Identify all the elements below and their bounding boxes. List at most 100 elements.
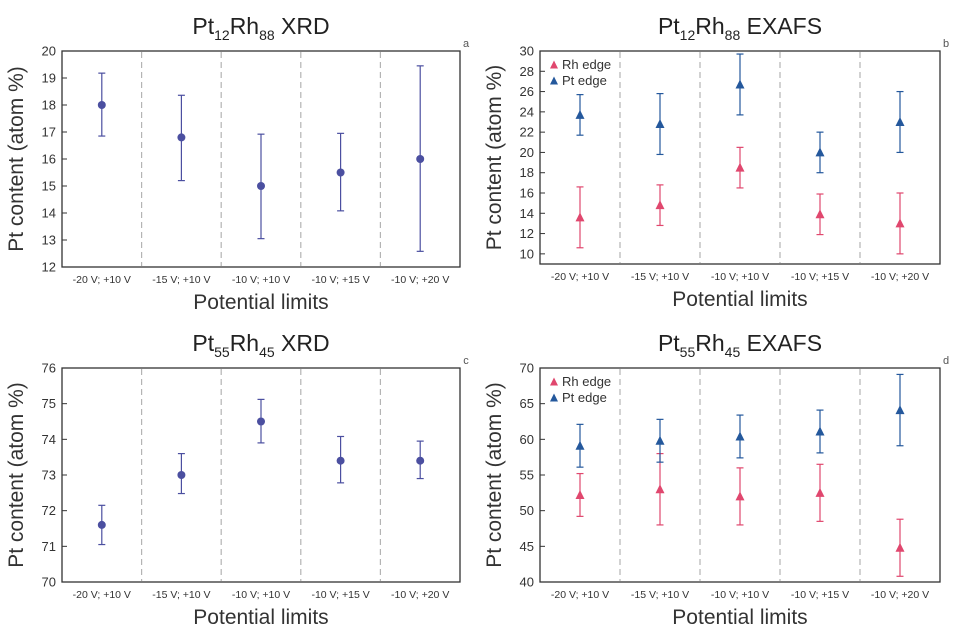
y-tick-label: 14 [42,206,56,221]
x-tick-label: -20 V; +10 V [73,589,131,601]
x-axis-label: Potential limits [193,606,328,629]
data-point [97,101,106,109]
y-tick-label: 50 [520,503,534,518]
y-tick-label: 18 [42,98,56,113]
y-tick-label: 26 [520,84,534,99]
y-tick-label: 71 [42,539,56,554]
data-point [815,487,825,497]
panel-letter: b [943,38,949,50]
y-tick-label: 60 [520,432,534,447]
legend-label: Pt edge [562,73,607,88]
y-axis-label: Pt content (atom %) [483,382,506,568]
x-tick-label: -15 V; +10 V [152,274,210,286]
y-tick-label: 20 [42,44,56,59]
data-point [257,182,265,190]
x-tick-label: -15 V; +10 V [631,589,689,601]
x-tick-label: -10 V; +20 V [871,271,929,283]
x-tick-label: -15 V; +10 V [631,271,689,283]
data-point [177,471,186,479]
x-tick-label: -15 V; +10 V [152,589,210,601]
x-tick-label: -20 V; +10 V [73,274,131,286]
x-tick-label: -10 V; +10 V [711,589,769,601]
data-point [336,168,345,177]
panel-letter: c [463,355,469,367]
legend-marker [550,377,558,386]
x-tick-label: -10 V; +20 V [391,589,449,601]
data-point [97,520,106,529]
data-point [575,440,585,450]
y-tick-label: 24 [520,104,534,119]
y-tick-label: 22 [520,125,534,140]
panel-c: 70 71 72 73 74 75 76 -20 V; +10 V -15 V; +10 V -1… [5,330,469,629]
data-point [815,209,825,219]
x-tick-label: -10 V; +15 V [311,589,369,601]
legend-marker [550,393,558,402]
y-tick-label: 30 [520,44,534,59]
x-axis-label: Potential limits [193,291,328,314]
y-tick-label: 45 [520,539,534,554]
data-point [735,491,745,501]
data-point [735,431,745,441]
data-point [655,435,665,445]
x-tick-label: -20 V; +10 V [551,589,609,601]
chart-title: Pt12Rh88 EXAFS [658,13,822,43]
y-tick-label: 75 [42,396,56,411]
y-tick-label: 19 [42,71,56,86]
chart-title: Pt12Rh88 XRD [192,13,329,43]
y-tick-label: 76 [42,361,56,376]
data-point [895,542,905,552]
y-tick-label: 16 [42,152,56,167]
y-tick-label: 55 [520,468,534,483]
y-tick-label: 73 [42,468,56,483]
x-tick-label: -10 V; +15 V [791,271,849,283]
x-tick-label: -10 V; +15 V [311,274,369,286]
y-tick-label: 15 [42,179,56,194]
panel-letter: a [463,38,470,50]
x-tick-label: -10 V; +10 V [711,271,769,283]
chart-title: Pt55Rh45 XRD [192,330,329,360]
y-tick-label: 28 [520,64,534,79]
x-axis-label: Potential limits [672,288,807,311]
x-axis-label: Potential limits [672,606,807,629]
data-point [815,147,825,157]
y-axis-label: Pt content (atom %) [483,65,506,251]
legend-label: Pt edge [562,390,607,405]
y-tick-label: 14 [520,206,534,221]
y-tick-label: 72 [42,503,56,518]
panel-a: 12 13 14 15 16 17 18 19 20 -20 V; +10 V -15 V; +10… [5,13,470,314]
legend-marker [550,76,558,85]
data-point [177,133,186,142]
y-tick-label: 74 [42,432,56,447]
chart-title: Pt55Rh45 EXAFS [658,330,822,360]
y-axis-label: Pt content (atom %) [5,382,28,568]
y-axis-label: Pt content (atom %) [5,66,28,252]
data-point [735,79,745,89]
data-point [815,426,825,436]
panel-b: 10 12 14 16 18 20 22 24 26 28 30 -20 V; +10 V -15 V;… [483,13,949,311]
x-tick-label: -20 V; +10 V [551,271,609,283]
data-point [895,117,905,126]
panel-d: 40 45 50 55 60 65 70 -20 V; +10 V -15 V; +10 V -1… [483,330,949,629]
data-point [575,489,585,499]
data-point [655,119,665,129]
legend-label: Rh edge [562,374,611,389]
y-tick-label: 17 [42,125,56,140]
data-point [336,456,345,465]
y-tick-label: 40 [520,575,534,590]
y-tick-label: 16 [520,186,534,201]
legend-marker [550,60,558,69]
data-point [416,456,425,465]
data-point [655,484,665,494]
panel-letter: d [943,355,949,367]
y-tick-label: 13 [42,233,56,248]
y-tick-label: 12 [42,260,56,275]
y-tick-label: 70 [520,361,534,376]
plot-frame [539,50,941,265]
y-tick-label: 20 [520,145,534,160]
y-tick-label: 12 [520,226,534,241]
data-point [416,155,425,163]
x-tick-label: -10 V; +15 V [791,589,849,601]
x-tick-label: -10 V; +20 V [391,274,449,286]
data-point [575,109,585,119]
